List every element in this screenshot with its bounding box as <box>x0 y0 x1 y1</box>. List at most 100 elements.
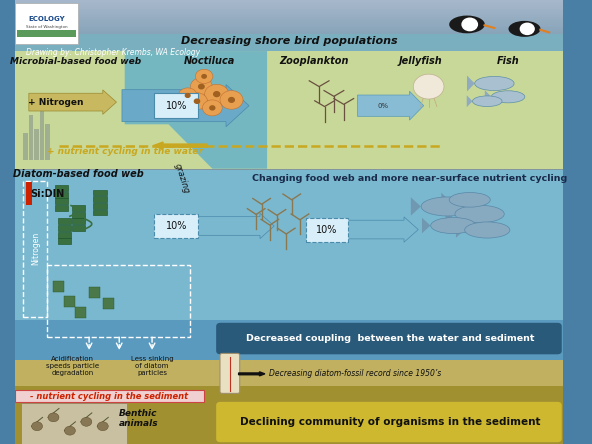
Text: Nitrogen: Nitrogen <box>31 232 40 265</box>
FancyBboxPatch shape <box>155 214 198 238</box>
Bar <box>23 133 28 160</box>
Polygon shape <box>456 222 464 238</box>
Bar <box>15 12 563 14</box>
Bar <box>17 30 76 37</box>
Bar <box>15 5 563 7</box>
Bar <box>15 7 563 8</box>
Bar <box>15 10 563 12</box>
Text: Acidification
speeds particle
degradation: Acidification speeds particle degradatio… <box>46 356 99 376</box>
Bar <box>15 26 563 27</box>
Ellipse shape <box>465 222 510 238</box>
Bar <box>15 29 563 31</box>
Text: Less sinking
of diatom
particles: Less sinking of diatom particles <box>131 356 173 376</box>
Ellipse shape <box>449 16 485 33</box>
Text: State of Washington: State of Washington <box>26 24 67 29</box>
Bar <box>94 190 107 195</box>
Bar <box>15 3 78 44</box>
Bar <box>15 48 563 49</box>
FancyBboxPatch shape <box>306 218 348 242</box>
Bar <box>45 124 50 160</box>
Text: + nutrient cycling in the water: + nutrient cycling in the water <box>47 147 202 156</box>
FancyArrow shape <box>197 214 274 239</box>
Bar <box>15 36 563 37</box>
Circle shape <box>185 94 190 97</box>
Bar <box>15 51 563 169</box>
Bar <box>15 39 563 41</box>
Bar <box>58 225 71 231</box>
FancyArrow shape <box>346 217 419 242</box>
Circle shape <box>214 92 220 97</box>
Ellipse shape <box>421 197 475 216</box>
Text: Fish: Fish <box>497 56 519 66</box>
FancyBboxPatch shape <box>220 353 240 393</box>
Bar <box>58 238 71 244</box>
Circle shape <box>202 100 222 116</box>
FancyBboxPatch shape <box>216 402 562 442</box>
Bar <box>55 192 68 198</box>
Ellipse shape <box>472 96 502 107</box>
Bar <box>15 31 563 32</box>
Circle shape <box>97 422 108 431</box>
Circle shape <box>178 88 197 103</box>
Bar <box>15 2 563 4</box>
Bar <box>15 44 563 46</box>
Bar <box>58 218 71 224</box>
Bar <box>55 185 68 191</box>
Ellipse shape <box>449 193 490 207</box>
Bar <box>15 49 563 51</box>
Text: Changing food web and more near-surface nutrient cycling: Changing food web and more near-surface … <box>252 174 567 183</box>
Circle shape <box>520 23 534 35</box>
Circle shape <box>205 84 229 104</box>
Text: + Nitrogen: + Nitrogen <box>28 98 84 107</box>
Bar <box>15 19 563 20</box>
Bar <box>21 403 127 444</box>
Circle shape <box>65 426 75 435</box>
Text: 10%: 10% <box>166 221 187 231</box>
Text: Microbial-based food web: Microbial-based food web <box>10 57 141 66</box>
Text: - nutrient cycling in the sediment: - nutrient cycling in the sediment <box>30 392 188 400</box>
Bar <box>103 298 114 309</box>
Text: Si:DIN: Si:DIN <box>30 189 64 198</box>
Ellipse shape <box>475 76 514 91</box>
Ellipse shape <box>509 21 540 37</box>
Bar <box>40 107 44 160</box>
Text: Jellyfish: Jellyfish <box>398 56 442 66</box>
Polygon shape <box>441 193 449 207</box>
Bar <box>55 198 68 204</box>
Circle shape <box>195 69 213 83</box>
Bar <box>15 32 563 34</box>
Bar <box>89 287 100 298</box>
Bar <box>55 205 68 211</box>
Polygon shape <box>422 218 430 234</box>
Bar <box>15 27 563 29</box>
Text: 10%: 10% <box>316 225 337 234</box>
Circle shape <box>191 78 213 95</box>
Bar <box>15 169 563 320</box>
Polygon shape <box>445 206 455 222</box>
Bar <box>26 182 32 205</box>
FancyBboxPatch shape <box>216 323 562 354</box>
Ellipse shape <box>491 91 525 103</box>
Bar <box>94 203 107 209</box>
Polygon shape <box>485 90 491 103</box>
Bar <box>15 14 563 15</box>
Text: 10%: 10% <box>166 101 187 111</box>
Circle shape <box>202 75 206 78</box>
Bar <box>15 37 563 39</box>
Bar <box>15 34 563 51</box>
Circle shape <box>31 422 43 431</box>
Bar <box>29 115 33 160</box>
Bar <box>15 46 563 48</box>
Bar <box>65 296 75 307</box>
Circle shape <box>194 99 200 103</box>
FancyArrow shape <box>239 372 265 376</box>
Bar <box>15 320 563 360</box>
Bar <box>94 196 107 202</box>
Polygon shape <box>466 95 472 107</box>
Text: Zooplankton: Zooplankton <box>279 56 349 66</box>
Ellipse shape <box>455 205 504 223</box>
Bar <box>72 218 85 224</box>
Bar <box>72 212 85 218</box>
Bar <box>15 15 563 17</box>
Bar <box>15 22 563 24</box>
